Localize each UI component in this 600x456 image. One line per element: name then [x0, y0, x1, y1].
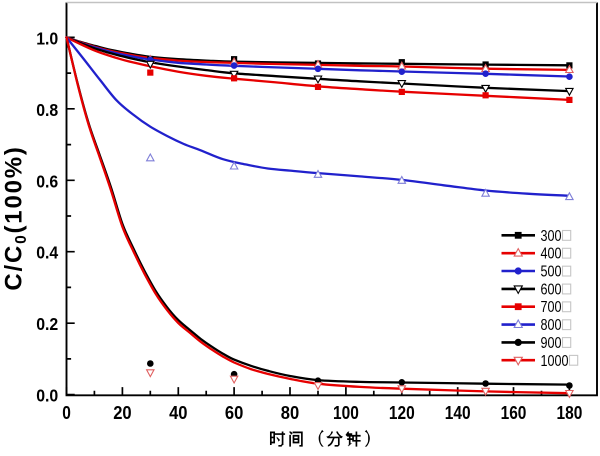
svg-text:600: 600: [541, 281, 562, 298]
svg-text:400: 400: [541, 246, 562, 263]
svg-text:800: 800: [541, 317, 562, 334]
svg-text:0.8: 0.8: [36, 100, 58, 120]
svg-text:0.0: 0.0: [36, 386, 58, 406]
svg-text:180: 180: [557, 402, 583, 423]
svg-text:0.6: 0.6: [36, 171, 58, 191]
svg-text:700: 700: [541, 299, 562, 316]
svg-text:1.0: 1.0: [36, 28, 58, 48]
svg-text:C/C0(100%): C/C0(100%): [1, 145, 31, 290]
svg-text:160: 160: [501, 402, 527, 423]
svg-text:60: 60: [225, 402, 243, 423]
svg-text:140: 140: [445, 402, 471, 423]
svg-text:1000: 1000: [541, 353, 569, 370]
svg-text:0.2: 0.2: [36, 314, 58, 334]
svg-text:100: 100: [333, 402, 359, 423]
svg-text:0: 0: [62, 402, 71, 423]
svg-text:0.4: 0.4: [36, 243, 58, 263]
svg-text:300: 300: [541, 228, 562, 245]
svg-text:80: 80: [281, 402, 299, 423]
svg-text:120: 120: [389, 402, 415, 423]
svg-text:20: 20: [113, 402, 131, 423]
svg-text:500: 500: [541, 264, 562, 281]
svg-text:40: 40: [169, 402, 187, 423]
svg-text:900: 900: [541, 335, 562, 352]
